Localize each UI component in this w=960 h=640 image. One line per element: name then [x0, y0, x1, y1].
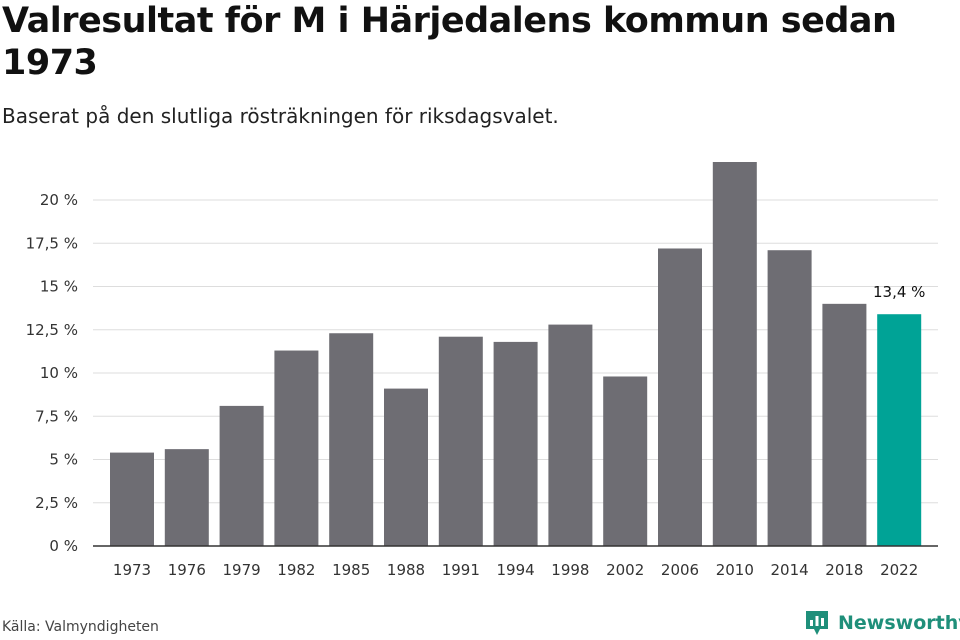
- x-tick-label: 2002: [606, 561, 644, 579]
- y-tick-label: 2,5 %: [35, 494, 78, 512]
- x-tick-label: 1985: [332, 561, 370, 579]
- bar-1998: [548, 324, 593, 546]
- x-tick-label: 1982: [277, 561, 315, 579]
- data-label-2022: 13,4 %: [873, 283, 925, 301]
- bar-1973: [110, 452, 154, 546]
- y-tick-label: 17,5 %: [26, 234, 78, 252]
- data-labels: 13,4 %: [873, 283, 925, 301]
- chart-title: Valresultat för M i Härjedalens kommun s…: [2, 1, 897, 83]
- source-note: Källa: Valmyndigheten: [2, 619, 159, 635]
- chart-subtitle: Baserat på den slutliga rösträkningen fö…: [2, 104, 559, 128]
- x-tick-label: 1976: [168, 561, 206, 579]
- bar-1982: [274, 350, 319, 546]
- x-tick-label: 1994: [497, 561, 535, 579]
- y-tick-label: 12,5 %: [26, 321, 78, 339]
- y-tick-label: 20 %: [40, 191, 78, 209]
- bar-2014: [767, 250, 812, 546]
- bar-2006: [658, 248, 702, 546]
- y-tick-label: 15 %: [40, 278, 78, 296]
- bar-2010: [712, 162, 757, 546]
- x-tick-label: 2018: [825, 561, 863, 579]
- bar-chart: 0 % 2,5 % 5 % 7,5 % 10 % 12,5 % 15 % 17,5 % 20 %…: [26, 162, 938, 579]
- newsworthy-logo: Newsworthy: [804, 608, 960, 638]
- bar-1991: [438, 336, 483, 546]
- y-axis-ticks: 0 % 2,5 % 5 % 7,5 % 10 % 12,5 % 15 % 17,5 % 20 %: [26, 191, 78, 555]
- x-tick-label: 1979: [223, 561, 261, 579]
- x-tick-label: 2022: [880, 561, 918, 579]
- y-tick-label: 0 %: [49, 537, 78, 555]
- x-tick-label: 2006: [661, 561, 699, 579]
- x-tick-label: 2010: [716, 561, 754, 579]
- bar-1994: [493, 341, 538, 546]
- bar-2018: [822, 303, 867, 546]
- bar-1985: [329, 333, 374, 546]
- newsworthy-logo-icon: [806, 611, 828, 635]
- x-axis-ticks: 1973 1976 1979 1982 1985 1988 1991 1994 1998 2002…: [113, 561, 918, 579]
- x-tick-label: 1991: [442, 561, 480, 579]
- x-tick-label: 1998: [551, 561, 589, 579]
- x-tick-label: 1973: [113, 561, 151, 579]
- y-tick-label: 10 %: [40, 364, 78, 382]
- x-tick-label: 2014: [771, 561, 809, 579]
- x-tick-label: 1988: [387, 561, 425, 579]
- bars: [110, 162, 922, 546]
- brand-name: Newsworthy: [838, 612, 960, 634]
- y-tick-label: 5 %: [49, 451, 78, 469]
- bar-1976: [164, 449, 209, 546]
- bar-2022: [877, 314, 922, 546]
- bar-1979: [219, 405, 264, 546]
- y-tick-label: 7,5 %: [35, 407, 78, 425]
- bar-2002: [603, 376, 648, 546]
- bar-1988: [384, 388, 428, 546]
